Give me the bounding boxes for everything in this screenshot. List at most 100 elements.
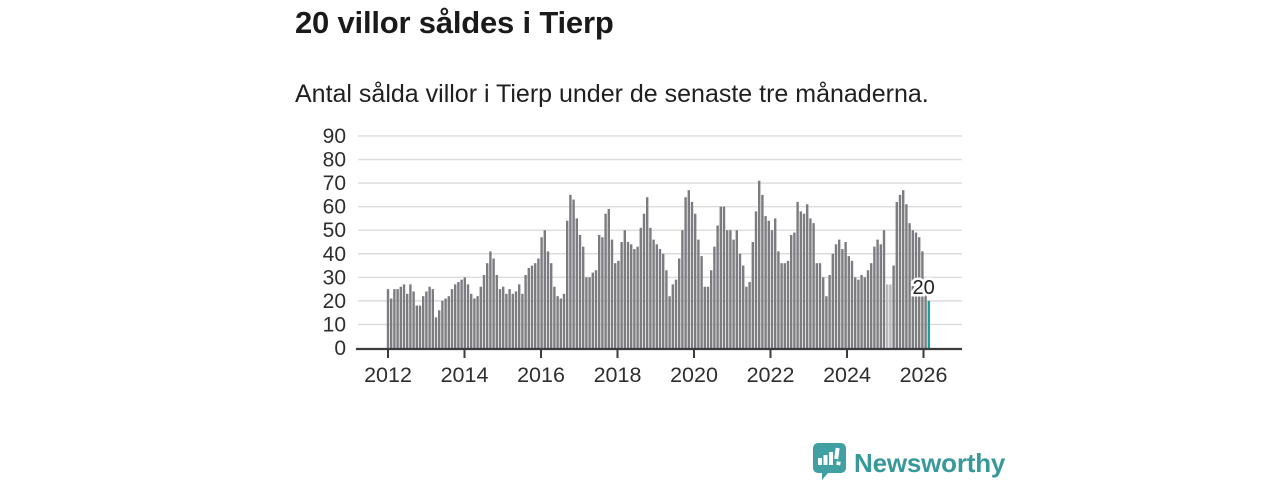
bar — [681, 230, 684, 348]
bar — [438, 310, 441, 348]
bar — [476, 296, 479, 348]
bar — [860, 274, 863, 348]
bar — [754, 211, 758, 348]
bar — [620, 241, 623, 348]
bar — [898, 194, 902, 348]
y-tick-label: 30 — [323, 266, 346, 289]
bar — [790, 234, 793, 348]
bar — [508, 289, 511, 348]
bar — [415, 305, 418, 348]
bar — [924, 293, 927, 348]
bar — [758, 180, 761, 348]
bar — [601, 237, 604, 348]
bar — [716, 225, 719, 348]
newsworthy-logo-icon — [810, 441, 847, 485]
bar — [668, 296, 671, 348]
bar — [847, 256, 850, 348]
bar — [796, 201, 799, 348]
x-tick-label: 2024 — [823, 363, 871, 387]
bar — [390, 298, 393, 348]
bar — [511, 293, 514, 348]
bar — [690, 201, 694, 348]
bar — [406, 293, 409, 348]
bar — [543, 230, 546, 348]
bar — [825, 296, 828, 348]
bar — [450, 289, 454, 348]
bar — [818, 263, 822, 348]
bar — [396, 289, 399, 348]
bar — [610, 239, 614, 348]
x-tick-label: 2018 — [594, 363, 642, 387]
bar — [431, 289, 434, 348]
highlight-value-label: 20 — [913, 277, 935, 299]
bar — [550, 263, 553, 348]
bar — [505, 293, 508, 348]
bar — [524, 274, 527, 348]
bar-light — [889, 284, 892, 348]
bar — [700, 256, 703, 348]
bar — [502, 286, 505, 348]
y-tick-label: 90 — [323, 125, 346, 148]
bar — [537, 258, 540, 348]
x-tick-label: 2012 — [364, 363, 412, 387]
bar — [422, 296, 425, 348]
bar — [572, 199, 575, 348]
bar — [812, 223, 815, 348]
bar — [466, 284, 470, 348]
bar-light — [886, 284, 889, 348]
bar — [665, 270, 668, 348]
bar — [745, 286, 748, 348]
x-tick-label: 2016 — [517, 363, 565, 387]
bar — [482, 274, 486, 348]
bar — [706, 286, 710, 348]
bar — [735, 230, 738, 348]
bar — [454, 284, 457, 348]
bar — [527, 267, 530, 348]
bar — [841, 249, 844, 348]
bar — [617, 260, 620, 348]
bar — [802, 213, 806, 348]
bar — [652, 239, 655, 348]
bar — [905, 204, 908, 348]
bar — [873, 246, 876, 348]
bar — [492, 258, 495, 348]
bar — [684, 197, 687, 348]
x-tick-label: 2014 — [441, 363, 489, 387]
bar — [911, 230, 914, 348]
bar — [863, 277, 866, 348]
bar — [777, 251, 780, 348]
bar — [639, 227, 642, 348]
bar — [418, 305, 422, 348]
bar — [479, 286, 482, 348]
bar-highlight — [927, 300, 930, 348]
bar — [546, 251, 550, 348]
bar — [399, 286, 402, 348]
bar — [402, 284, 406, 348]
bar — [658, 249, 662, 348]
bar — [918, 237, 921, 348]
bar — [687, 190, 690, 348]
bar — [457, 282, 460, 348]
bar — [831, 253, 834, 348]
bar — [748, 282, 751, 348]
y-tick-label: 50 — [323, 219, 346, 242]
bar — [815, 263, 818, 348]
bar — [713, 246, 716, 348]
bar — [857, 279, 860, 348]
bar — [876, 239, 879, 348]
bar — [828, 274, 831, 348]
bar — [588, 277, 591, 348]
bar — [470, 293, 473, 348]
bar — [844, 241, 847, 348]
bar — [902, 190, 905, 348]
bar — [604, 213, 607, 348]
bar — [521, 293, 524, 348]
bar — [793, 232, 796, 348]
bar — [556, 296, 559, 348]
page-title: 20 villor såldes i Tierp — [295, 5, 614, 40]
bar — [623, 230, 626, 348]
bar — [566, 220, 569, 348]
bar — [582, 246, 585, 348]
bar — [780, 263, 783, 348]
bar — [607, 208, 610, 348]
